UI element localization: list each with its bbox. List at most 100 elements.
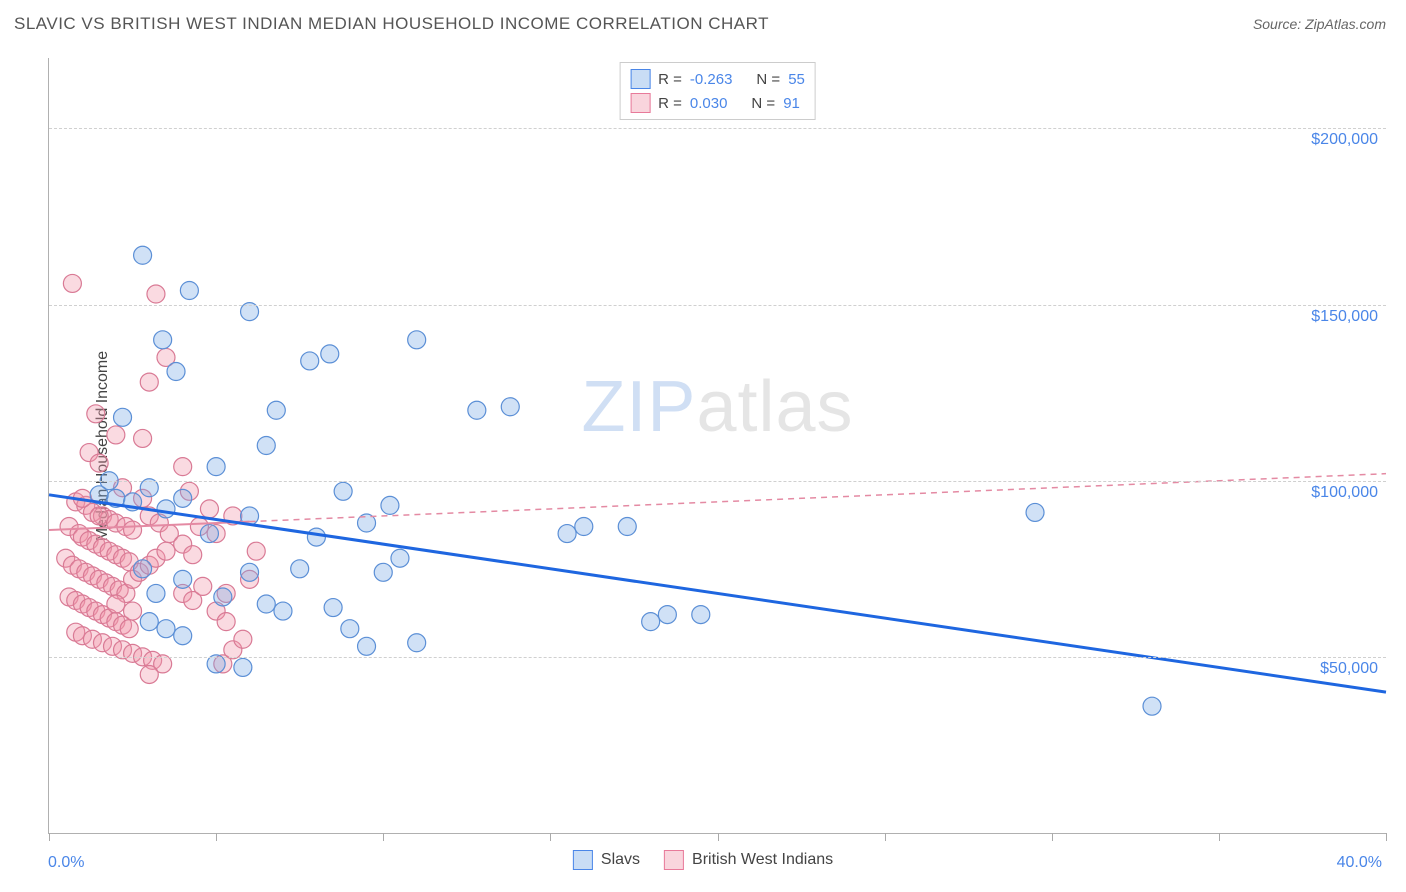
scatter-point-slavs — [358, 637, 376, 655]
correlation-row-slavs: R = -0.263 N = 55 — [630, 67, 805, 91]
scatter-point-slavs — [374, 563, 392, 581]
swatch-blue — [573, 850, 593, 870]
scatter-point-slavs — [167, 363, 185, 381]
scatter-point-slavs — [618, 518, 636, 536]
scatter-point-slavs — [501, 398, 519, 416]
chart-header: SLAVIC VS BRITISH WEST INDIAN MEDIAN HOU… — [0, 0, 1406, 40]
gridline-h — [49, 657, 1386, 658]
n-label: N = — [751, 95, 775, 112]
legend-item-bwi: British West Indians — [664, 850, 833, 870]
scatter-point-bwi — [120, 620, 138, 638]
scatter-point-slavs — [257, 437, 275, 455]
gridline-h — [49, 128, 1386, 129]
scatter-point-bwi — [107, 595, 125, 613]
x-tick — [1219, 833, 1220, 841]
gridline-h — [49, 305, 1386, 306]
scatter-point-slavs — [408, 634, 426, 652]
scatter-point-bwi — [157, 542, 175, 560]
scatter-point-bwi — [184, 546, 202, 564]
correlation-legend: R = -0.263 N = 55 R = 0.030 N = 91 — [619, 62, 816, 120]
x-tick — [1386, 833, 1387, 841]
scatter-point-slavs — [468, 401, 486, 419]
series-legend: Slavs British West Indians — [573, 850, 833, 870]
scatter-point-slavs — [1026, 503, 1044, 521]
scatter-point-slavs — [207, 458, 225, 476]
scatter-point-bwi — [140, 665, 158, 683]
scatter-point-bwi — [194, 577, 212, 595]
scatter-point-bwi — [134, 429, 152, 447]
swatch-blue — [630, 69, 650, 89]
scatter-point-bwi — [90, 454, 108, 472]
x-tick — [383, 833, 384, 841]
scatter-point-slavs — [408, 331, 426, 349]
scatter-point-bwi — [217, 613, 235, 631]
scatter-point-slavs — [234, 658, 252, 676]
legend-label-slavs: Slavs — [601, 851, 640, 869]
x-tick — [1052, 833, 1053, 841]
scatter-point-slavs — [291, 560, 309, 578]
scatter-point-bwi — [90, 507, 108, 525]
x-tick — [885, 833, 886, 841]
scatter-point-slavs — [174, 570, 192, 588]
x-tick — [216, 833, 217, 841]
scatter-point-bwi — [174, 458, 192, 476]
scatter-point-bwi — [200, 500, 218, 518]
scatter-point-slavs — [134, 246, 152, 264]
scatter-point-slavs — [274, 602, 292, 620]
scatter-point-slavs — [321, 345, 339, 363]
scatter-point-bwi — [247, 542, 265, 560]
scatter-point-slavs — [157, 500, 175, 518]
r-value-slavs: -0.263 — [690, 71, 733, 88]
scatter-point-bwi — [234, 630, 252, 648]
scatter-point-bwi — [124, 521, 142, 539]
correlation-row-bwi: R = 0.030 N = 91 — [630, 91, 805, 115]
scatter-point-slavs — [241, 563, 259, 581]
y-tick-label: $200,000 — [1311, 131, 1378, 149]
r-label: R = — [658, 95, 682, 112]
scatter-point-slavs — [257, 595, 275, 613]
scatter-point-bwi — [147, 285, 165, 303]
chart-plot-area: ZIPatlas R = -0.263 N = 55 R = 0.030 N =… — [48, 58, 1386, 834]
scatter-point-slavs — [575, 518, 593, 536]
scatter-point-bwi — [124, 602, 142, 620]
chart-source: Source: ZipAtlas.com — [1253, 16, 1386, 32]
legend-label-bwi: British West Indians — [692, 851, 833, 869]
scatter-point-slavs — [334, 482, 352, 500]
n-value-bwi: 91 — [783, 95, 800, 112]
scatter-point-bwi — [107, 426, 125, 444]
scatter-point-slavs — [1143, 697, 1161, 715]
scatter-point-slavs — [307, 528, 325, 546]
y-tick-label: $50,000 — [1320, 660, 1378, 678]
scatter-point-slavs — [157, 620, 175, 638]
x-axis-max-label: 40.0% — [1337, 854, 1382, 872]
scatter-point-bwi — [140, 373, 158, 391]
gridline-h — [49, 481, 1386, 482]
scatter-point-slavs — [558, 525, 576, 543]
scatter-point-slavs — [658, 606, 676, 624]
scatter-point-slavs — [301, 352, 319, 370]
scatter-point-slavs — [381, 496, 399, 514]
scatter-plot-svg — [49, 58, 1386, 833]
n-value-slavs: 55 — [788, 71, 805, 88]
scatter-point-slavs — [324, 599, 342, 617]
n-label: N = — [756, 71, 780, 88]
y-tick-label: $100,000 — [1311, 484, 1378, 502]
x-tick — [550, 833, 551, 841]
scatter-point-bwi — [63, 274, 81, 292]
chart-title: SLAVIC VS BRITISH WEST INDIAN MEDIAN HOU… — [14, 14, 769, 34]
scatter-point-slavs — [154, 331, 172, 349]
scatter-point-slavs — [140, 613, 158, 631]
scatter-point-slavs — [147, 584, 165, 602]
scatter-point-slavs — [642, 613, 660, 631]
scatter-point-slavs — [214, 588, 232, 606]
scatter-point-slavs — [114, 408, 132, 426]
scatter-point-bwi — [87, 405, 105, 423]
swatch-pink — [630, 93, 650, 113]
scatter-point-slavs — [692, 606, 710, 624]
scatter-point-slavs — [341, 620, 359, 638]
r-label: R = — [658, 71, 682, 88]
r-value-bwi: 0.030 — [690, 95, 728, 112]
scatter-point-slavs — [200, 525, 218, 543]
y-tick-label: $150,000 — [1311, 308, 1378, 326]
scatter-point-slavs — [180, 282, 198, 300]
